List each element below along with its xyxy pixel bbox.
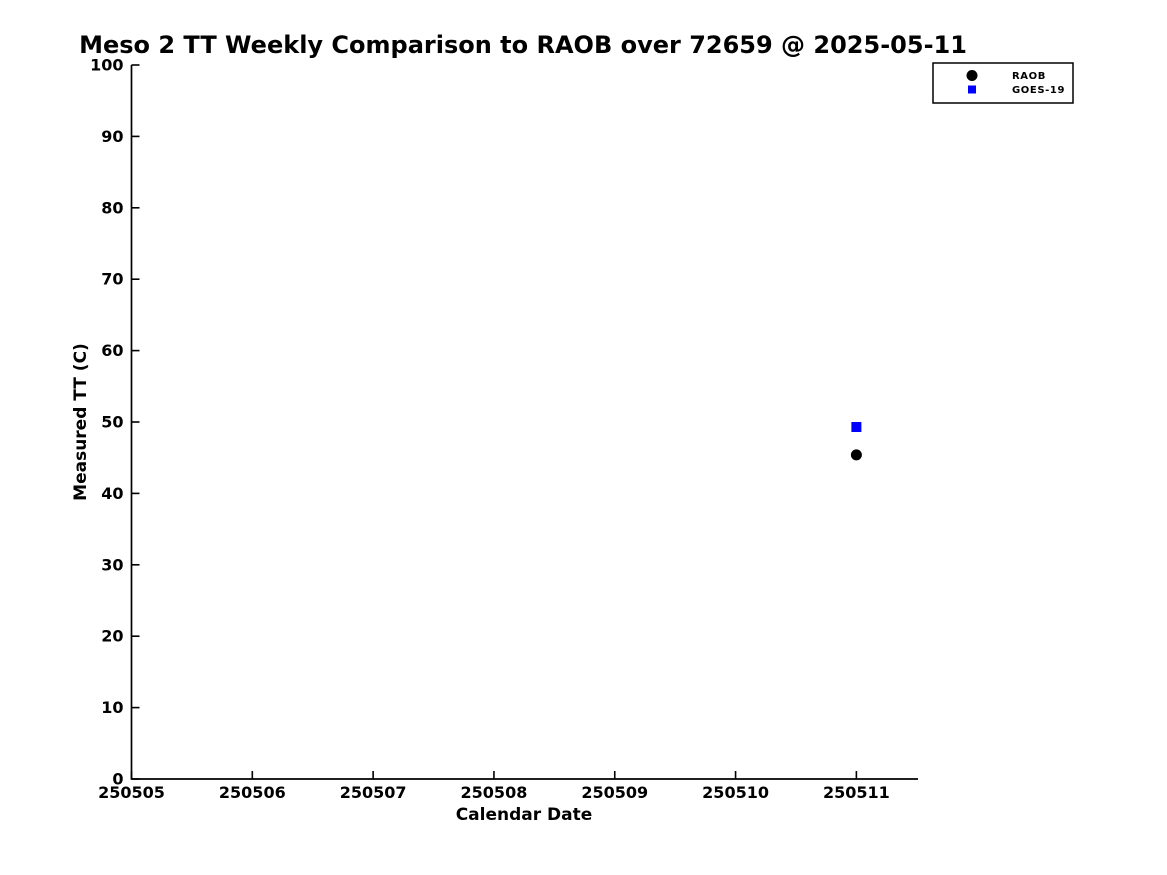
y-tick-label: 70 [101, 270, 123, 289]
y-tick-label: 100 [90, 56, 123, 75]
x-axis-label: Calendar Date [456, 805, 593, 825]
y-tick-label: 30 [101, 555, 123, 574]
chart-title: Meso 2 TT Weekly Comparison to RAOB over… [79, 31, 967, 59]
x-tick-label: 250506 [219, 783, 286, 802]
y-tick-label: 50 [101, 413, 123, 432]
legend-marker-raob [966, 70, 978, 81]
x-tick-label: 250505 [98, 783, 165, 802]
axis-spines [130, 65, 918, 780]
y-axis-label: Measured TT (C) [71, 343, 91, 501]
y-tick-label: 80 [101, 198, 123, 217]
y-tick-label: 40 [101, 484, 123, 503]
y-tick-label: 20 [101, 627, 123, 646]
x-tick-label: 250510 [702, 783, 769, 802]
y-tick-label: 10 [101, 698, 123, 717]
legend-box [932, 62, 1074, 104]
x-tick-label: 250507 [340, 783, 407, 802]
legend-label-raob: RAOB [1012, 71, 1046, 82]
data-point-goes-19 [851, 421, 862, 432]
data-point-raob [850, 449, 862, 461]
y-tick-label: 0 [112, 770, 123, 789]
x-tick-label: 250508 [461, 783, 528, 802]
legend: RAOB GOES-19 [932, 62, 1074, 104]
y-tick-label: 60 [101, 341, 123, 360]
y-tick-label: 90 [101, 127, 123, 146]
x-tick-label: 250511 [823, 783, 890, 802]
x-tick-label: 250509 [581, 783, 648, 802]
legend-marker-goes-19 [968, 85, 976, 94]
data-points-layer [850, 421, 862, 461]
legend-label-goes-19: GOES-19 [1012, 85, 1065, 96]
axes-layer: 0 10 20 30 40 50 60 70 80 90 100 250505 250506 250507… [90, 56, 918, 802]
